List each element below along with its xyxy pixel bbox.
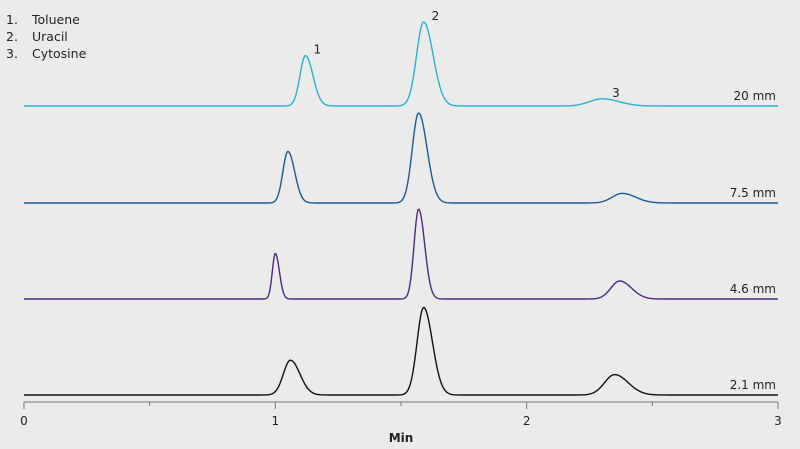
legend-label: Toluene xyxy=(32,12,80,27)
x-axis-label: Min xyxy=(389,431,414,445)
series-label: 4.6 mm xyxy=(730,282,776,296)
legend-label: Uracil xyxy=(32,29,68,44)
legend-number: 3. xyxy=(6,46,18,61)
legend-number: 1. xyxy=(6,12,18,27)
series-line xyxy=(24,306,778,396)
trace-labels: 20 mm 7.5 mm 4.6 mm 2.1 mm xyxy=(730,89,776,392)
traces xyxy=(24,21,778,396)
peak-label: 1 xyxy=(313,43,321,57)
series-label: 2.1 mm xyxy=(730,378,776,392)
x-tick-label: 1 xyxy=(272,414,280,428)
x-tick-label: 0 xyxy=(20,414,28,428)
series-label: 20 mm xyxy=(734,89,776,103)
legend-item-cytosine: 3. Cytosine xyxy=(6,45,86,62)
series-label: 7.5 mm xyxy=(730,186,776,200)
series-line xyxy=(24,208,778,300)
legend-number: 2. xyxy=(6,29,18,44)
series-line xyxy=(24,21,778,107)
legend: 1. Toluene 2. Uracil 3. Cytosine xyxy=(6,11,86,62)
peak-label: 3 xyxy=(612,86,620,100)
legend-label: Cytosine xyxy=(32,46,87,61)
legend-item-toluene: 1. Toluene xyxy=(6,11,86,28)
peak-label: 2 xyxy=(432,9,440,23)
series-line xyxy=(24,112,778,204)
legend-item-uracil: 2. Uracil xyxy=(6,28,86,45)
peak-labels: 1 2 3 xyxy=(313,9,619,100)
x-tick-label: 3 xyxy=(774,414,782,428)
x-tick-label: 2 xyxy=(523,414,531,428)
x-axis-ticks: 0 1 2 3 xyxy=(20,402,782,428)
